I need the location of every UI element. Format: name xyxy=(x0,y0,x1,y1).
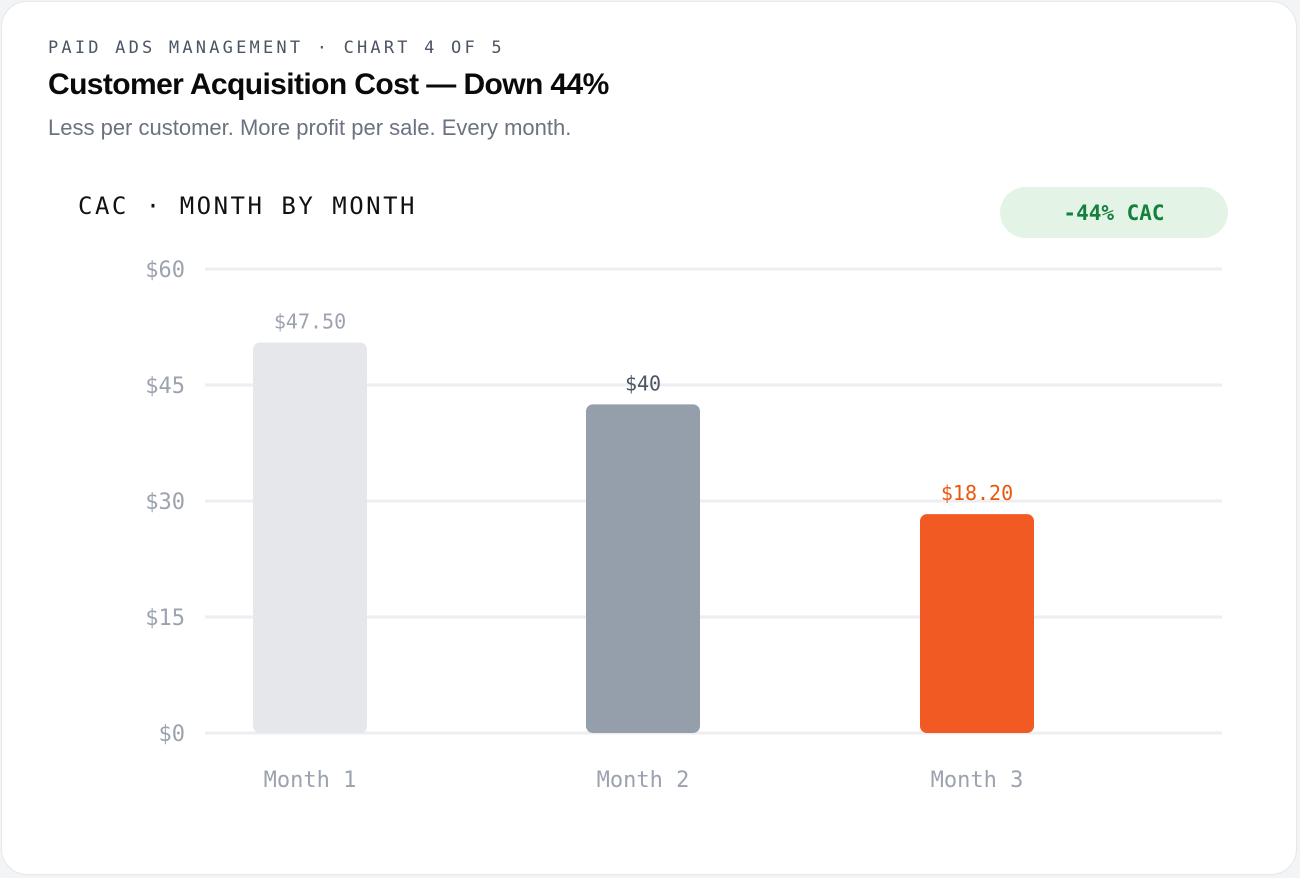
y-tick-label: $30 xyxy=(145,490,185,515)
page-subtitle: Less per customer. More profit per sale.… xyxy=(48,115,572,140)
bar-value-label: $18.20 xyxy=(941,481,1013,505)
x-category-label: Month 1 xyxy=(264,768,357,793)
y-tick-label: $45 xyxy=(145,374,185,399)
y-tick-label: $60 xyxy=(145,258,185,283)
y-tick-label: $0 xyxy=(159,722,186,747)
y-axis-ticks: $0 $15 $30 $45 $60 xyxy=(145,258,185,747)
y-tick-label: $15 xyxy=(145,606,185,631)
x-category-label: Month 2 xyxy=(597,768,690,793)
chart-panel-label: CAC · MONTH BY MONTH xyxy=(78,192,417,220)
bar-month-2 xyxy=(586,404,700,733)
x-axis-categories: Month 1 Month 2 Month 3 xyxy=(264,768,1024,793)
eyebrow-label: PAID ADS MANAGEMENT · CHART 4 OF 5 xyxy=(48,38,505,58)
bar-month-3 xyxy=(920,514,1034,733)
page-title: Customer Acquisition Cost — Down 44% xyxy=(48,68,609,101)
bar-data-labels: $47.50 $40 $18.20 xyxy=(274,309,1013,505)
bar-value-label: $47.50 xyxy=(274,309,346,333)
chart-gridlines xyxy=(205,267,1222,735)
cac-change-badge: -44% CAC xyxy=(1000,187,1228,238)
bar-month-1 xyxy=(253,342,367,733)
chart-bars xyxy=(253,342,1034,733)
bar-value-label: $40 xyxy=(625,371,661,395)
x-category-label: Month 3 xyxy=(931,768,1024,793)
